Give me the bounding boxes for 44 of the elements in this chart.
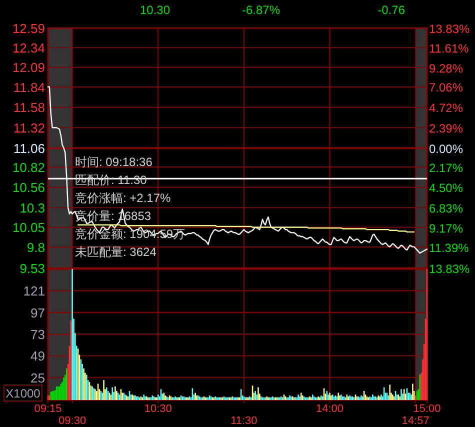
y-tick-label: 10.56 [12, 180, 45, 196]
y2-tick-label: 2.39% [429, 121, 464, 136]
y-tick-label: 10.3 [20, 200, 45, 216]
y-tick-label: 11.06 [13, 141, 45, 156]
y2-tick-label: 11.61% [429, 41, 470, 56]
y-tick-label: 9.53 [20, 261, 45, 276]
y-tick-label: 49 [30, 348, 45, 364]
annotation: 时间: 09:18:36 [75, 155, 153, 169]
annotation: 未匹配量: 3624 [75, 245, 157, 259]
y2-tick-label: 11.39% [429, 240, 470, 255]
x-tick-label: 14:00 [316, 403, 344, 415]
y2-tick-label: 2.17% [429, 160, 464, 175]
y2-tick-label: 9.28% [429, 61, 464, 76]
y-tick-label: 9.8 [26, 240, 45, 255]
x-tick-label: 15:00 [413, 403, 441, 415]
y-tick-label: 12.09 [12, 60, 45, 76]
x-tick-label: 11:30 [230, 415, 258, 427]
y2-tick-label: 4.72% [429, 101, 464, 116]
y-tick-label: 97 [30, 305, 45, 320]
x-tick-label: 09:15 [34, 403, 62, 415]
y2-tick-label: 6.83% [429, 201, 464, 216]
text: -6.87% [242, 3, 280, 17]
y-tick-label: 11.32 [13, 120, 45, 136]
y-tick-label: 12.59 [12, 21, 45, 36]
y-tick-label: 25 [30, 370, 45, 386]
x-tick-label: 14:57 [402, 415, 430, 427]
y-tick-label: 10.05 [12, 220, 45, 236]
y-tick-label: 73 [30, 327, 45, 342]
x-tick-label: 10:30 [144, 403, 172, 415]
text: 10.30 [140, 3, 170, 17]
text: -0.76 [378, 3, 406, 17]
y2-tick-label: 9.17% [429, 222, 464, 236]
y-tick-label: 12.34 [12, 40, 45, 56]
y-tick-label: 11.58 [13, 100, 45, 116]
x-tick-label: 09:30 [58, 415, 86, 427]
y-tick-label: 121 [23, 284, 45, 299]
y-tick-label: 10.82 [12, 160, 45, 175]
y2-tick-label: 4.50% [429, 181, 464, 196]
y-axis-title: X1000 [6, 386, 41, 400]
y2-tick-label: 0.00% [429, 142, 464, 156]
y2-tick-label: 13.83% [429, 22, 470, 36]
y-tick-label: 11.84 [13, 80, 45, 95]
y2-tick-label: 7.06% [429, 80, 464, 95]
y2-tick-label: 13.83% [429, 262, 470, 276]
